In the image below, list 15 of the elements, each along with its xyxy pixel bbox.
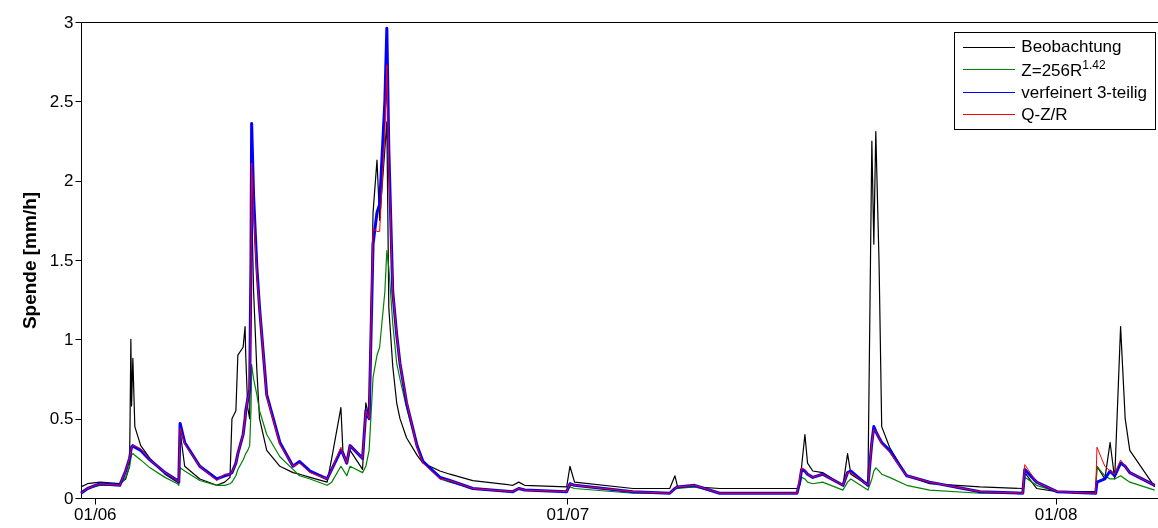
legend-label: Q-Z/R [1021,103,1068,126]
legend-label: Z=256R$^{1.42}$ [1021,58,1106,82]
y-tick-label: 1.5 [49,250,74,270]
y-axis-title: Spende [mm/h] [18,191,40,330]
y-tick-label: 3 [64,12,74,32]
y-tick-label: 0 [64,488,74,508]
legend-label: Beobachtung [1021,36,1122,58]
y-tick-label: 1 [64,329,74,349]
x-tick-label: 01/06 [74,504,117,524]
y-tick-label: 0.5 [49,409,74,429]
legend-label: verfeinert 3-teilig [1021,81,1147,104]
x-tick-label: 01/07 [546,504,590,524]
x-tick-label: 01/08 [1034,504,1078,524]
y-tick-label: 2.5 [49,91,74,111]
y-tick-label: 2 [64,171,74,191]
